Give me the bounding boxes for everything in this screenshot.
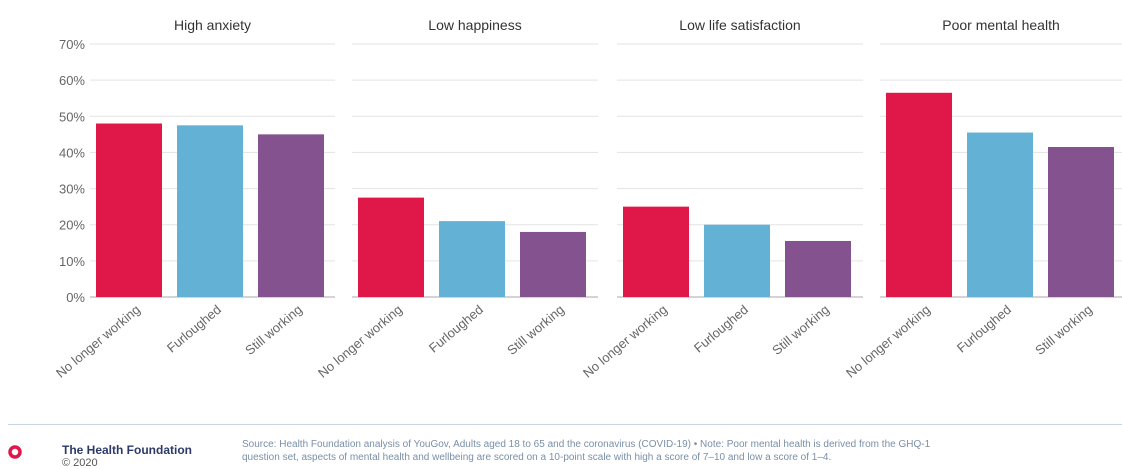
bar xyxy=(96,124,162,297)
x-tick-label: Still working xyxy=(504,302,567,358)
x-tick-label: No longer working xyxy=(315,302,405,381)
y-tick-label: 30% xyxy=(59,182,85,197)
x-tick-label: Still working xyxy=(1032,302,1095,358)
x-tick-label: No longer working xyxy=(843,302,933,381)
x-tick-label: Furloughed xyxy=(954,302,1014,356)
x-tick-label: Furloughed xyxy=(426,302,486,356)
y-tick-label: 20% xyxy=(59,218,85,233)
source-line-1: Source: Health Foundation analysis of Yo… xyxy=(242,438,1122,451)
y-tick-label: 50% xyxy=(59,109,85,124)
bar xyxy=(520,232,586,297)
bar-chart: 0% 10% 20% 30% 40% 50% 60% 70% High anxiety No lo… xyxy=(0,0,1122,400)
org-name: The Health Foundation xyxy=(62,443,192,457)
x-tick-label: Furloughed xyxy=(164,302,224,356)
bar xyxy=(886,93,952,297)
bar xyxy=(439,221,505,297)
x-tick-label: Furloughed xyxy=(691,302,751,356)
x-tick-label: No longer working xyxy=(53,302,143,381)
x-tick-label: No longer working xyxy=(580,302,670,381)
y-tick-label: 40% xyxy=(59,145,85,160)
y-tick-label: 60% xyxy=(59,73,85,88)
bar xyxy=(177,125,243,297)
bar xyxy=(1048,147,1114,297)
bar xyxy=(358,198,424,297)
chart-area: 0% 10% 20% 30% 40% 50% 60% 70% High anxiety No lo… xyxy=(0,0,1122,400)
y-tick-label: 10% xyxy=(59,254,85,269)
y-tick-label: 70% xyxy=(59,37,85,52)
panel-title: Low happiness xyxy=(428,17,521,33)
x-tick-label: Still working xyxy=(242,302,305,358)
bar xyxy=(623,207,689,297)
bar xyxy=(785,241,851,297)
bar xyxy=(967,133,1033,297)
x-tick-label: Still working xyxy=(769,302,832,358)
health-foundation-logo-icon xyxy=(8,445,22,459)
footer-divider xyxy=(8,424,1122,425)
source-note: Source: Health Foundation analysis of Yo… xyxy=(242,438,1122,464)
y-tick-label: 0% xyxy=(66,290,85,305)
copyright: © 2020 xyxy=(62,457,98,469)
bar xyxy=(258,134,324,297)
panel-title: High anxiety xyxy=(174,17,251,33)
source-line-2: question set, aspects of mental health a… xyxy=(242,451,1122,464)
panel-title: Poor mental health xyxy=(942,17,1060,33)
panel-title: Low life satisfaction xyxy=(679,17,800,33)
bar xyxy=(704,225,770,297)
